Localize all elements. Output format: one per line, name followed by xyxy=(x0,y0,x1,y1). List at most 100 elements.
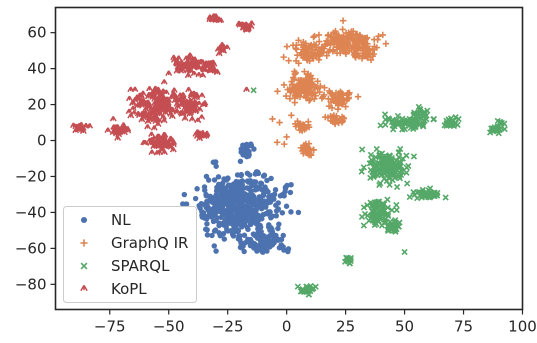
point-nl xyxy=(243,210,249,216)
point-kopl xyxy=(240,23,248,29)
point-nl xyxy=(204,227,210,233)
point-kopl xyxy=(199,64,207,70)
point-kopl xyxy=(165,70,173,76)
point-nl xyxy=(287,189,294,196)
point-kopl xyxy=(181,115,189,122)
point-graphq-ir xyxy=(305,118,312,125)
point-graphq-ir xyxy=(347,45,355,52)
point-nl xyxy=(206,210,213,216)
point-sparql xyxy=(408,116,416,123)
point-graphq-ir xyxy=(283,43,291,50)
point-nl xyxy=(279,210,286,216)
point-sparql xyxy=(424,107,431,114)
point-nl xyxy=(209,232,215,239)
point-nl xyxy=(220,231,227,237)
point-sparql xyxy=(299,286,306,294)
point-graphq-ir xyxy=(346,89,353,97)
legend-label-graphq-ir: GraphQ IR xyxy=(111,234,188,252)
point-sparql xyxy=(452,113,459,121)
point-graphq-ir xyxy=(315,31,323,39)
point-kopl xyxy=(70,122,77,129)
point-nl xyxy=(249,202,256,208)
point-kopl xyxy=(125,108,133,115)
point-sparql xyxy=(383,177,390,185)
point-nl xyxy=(288,209,294,215)
point-sparql xyxy=(392,216,399,224)
point-graphq-ir xyxy=(356,43,363,50)
point-kopl xyxy=(194,129,201,135)
point-graphq-ir xyxy=(281,140,288,148)
point-sparql xyxy=(406,120,414,127)
point-kopl xyxy=(162,89,170,96)
point-graphq-ir xyxy=(335,33,342,41)
point-kopl xyxy=(150,125,158,131)
point-graphq-ir xyxy=(364,46,371,53)
point-nl xyxy=(219,180,226,186)
point-nl xyxy=(212,202,218,209)
point-graphq-ir xyxy=(307,86,314,94)
point-graphq-ir xyxy=(288,112,295,119)
point-nl xyxy=(283,203,290,209)
point-sparql xyxy=(422,189,429,196)
point-sparql xyxy=(406,193,413,201)
point-nl xyxy=(221,236,228,242)
point-nl xyxy=(257,185,263,192)
point-nl xyxy=(288,182,294,188)
point-kopl xyxy=(200,101,208,108)
point-graphq-ir xyxy=(333,49,341,57)
point-graphq-ir xyxy=(310,55,317,62)
point-sparql xyxy=(442,194,449,201)
point-nl xyxy=(275,225,281,232)
point-graphq-ir xyxy=(285,57,292,64)
point-nl xyxy=(235,218,241,224)
point-graphq-ir xyxy=(325,95,332,103)
point-sparql xyxy=(412,123,419,130)
point-nl xyxy=(282,184,289,190)
point-nl xyxy=(238,172,244,179)
point-nl xyxy=(245,238,252,245)
point-kopl xyxy=(141,139,149,146)
point-graphq-ir xyxy=(300,141,308,149)
point-nl xyxy=(228,191,234,198)
point-kopl xyxy=(159,114,167,120)
point-graphq-ir xyxy=(292,45,299,52)
point-graphq-ir xyxy=(346,31,354,38)
point-nl xyxy=(263,210,269,217)
point-nl xyxy=(232,199,238,205)
point-nl xyxy=(285,246,292,252)
point-kopl xyxy=(198,92,206,99)
point-nl xyxy=(247,218,253,224)
point-graphq-ir xyxy=(362,36,369,43)
point-nl xyxy=(273,202,279,208)
point-graphq-ir xyxy=(310,41,318,48)
point-kopl xyxy=(144,123,152,130)
point-kopl xyxy=(179,110,187,116)
point-graphq-ir xyxy=(375,33,382,40)
point-nl xyxy=(222,185,229,191)
point-nl xyxy=(225,218,231,224)
point-nl xyxy=(201,184,208,190)
point-kopl xyxy=(116,126,124,133)
point-nl xyxy=(264,177,270,184)
point-sparql xyxy=(501,126,508,133)
point-graphq-ir xyxy=(314,78,321,85)
point-sparql xyxy=(414,194,421,202)
point-graphq-ir xyxy=(315,56,323,64)
point-sparql xyxy=(387,157,394,164)
point-sparql xyxy=(495,130,502,137)
point-nl xyxy=(199,214,205,220)
point-kopl xyxy=(111,124,118,130)
point-sparql xyxy=(360,164,367,171)
point-nl xyxy=(260,232,267,239)
point-graphq-ir xyxy=(327,98,335,106)
point-nl xyxy=(218,214,224,221)
point-sparql xyxy=(396,175,404,182)
point-sparql xyxy=(401,248,408,256)
point-graphq-ir xyxy=(329,48,337,55)
point-kopl xyxy=(173,109,181,115)
point-graphq-ir xyxy=(304,150,311,157)
point-graphq-ir xyxy=(371,36,378,43)
point-sparql xyxy=(430,115,438,123)
point-sparql xyxy=(344,258,352,265)
point-nl xyxy=(263,187,270,193)
